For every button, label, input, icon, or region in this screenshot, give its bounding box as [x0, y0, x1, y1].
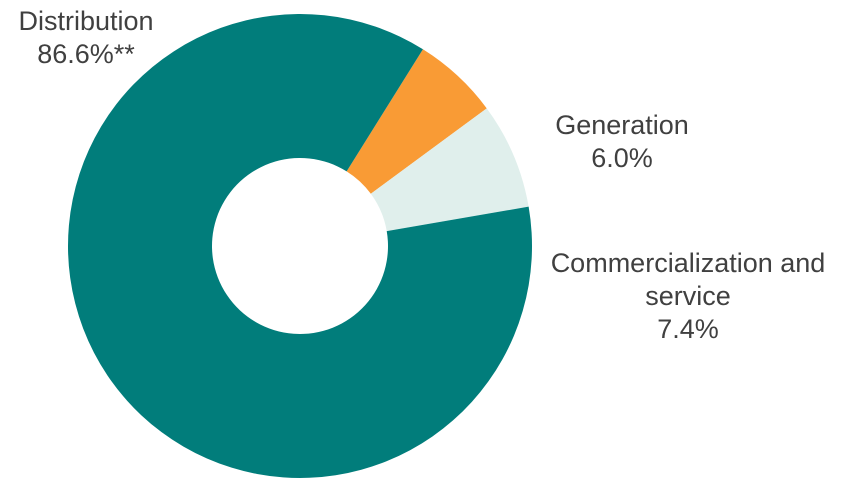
slice-name-label: Generation: [555, 110, 689, 140]
slice-value-label: 6.0%: [591, 143, 653, 173]
slice-label-commercialization-and: Commercialization and service 7.4%: [551, 248, 826, 344]
slice-name-label: Commercialization and: [551, 248, 826, 278]
slice-name-label: service: [645, 281, 731, 311]
slice-label-distribution: Distribution 86.6%**: [18, 6, 153, 69]
slice-value-label: 7.4%: [657, 314, 719, 344]
slice-name-label: Distribution: [18, 6, 153, 36]
slice-value-label: 86.6%**: [37, 39, 135, 69]
slice-commercialization-and: [370, 108, 529, 232]
slice-generation: [346, 49, 487, 194]
donut-slices: [68, 14, 532, 478]
slice-distribution: [68, 14, 532, 478]
slice-label-generation: Generation 6.0%: [555, 110, 689, 173]
slice-labels: Generation 6.0% Commercialization and servi…: [18, 6, 825, 344]
